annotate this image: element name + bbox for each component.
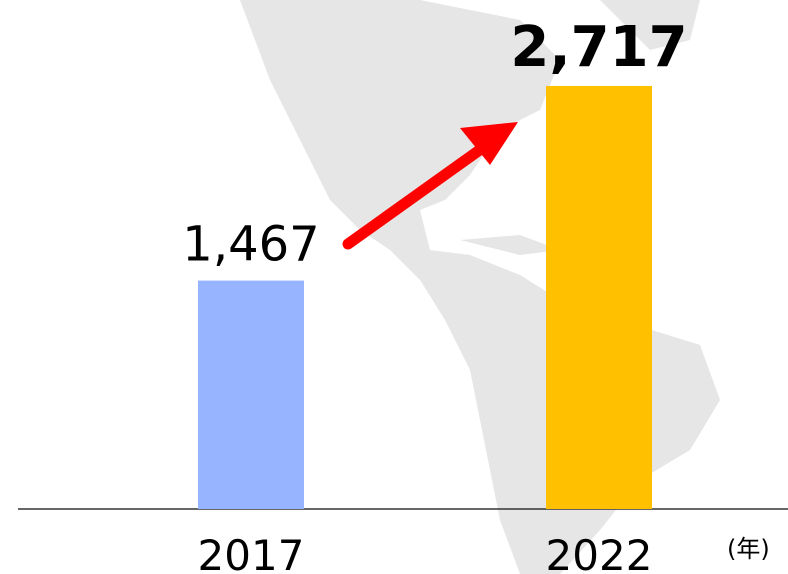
- x-axis-label: (年): [727, 535, 770, 563]
- map-greenland: [600, 0, 700, 50]
- arrow-head: [460, 122, 518, 165]
- bar: [198, 280, 304, 509]
- value-label: 2,717: [510, 15, 687, 80]
- map-caribbean: [460, 235, 560, 255]
- bar: [546, 85, 652, 509]
- arrow-shaft: [342, 133, 501, 250]
- growth-arrow: [342, 122, 518, 250]
- x-tick-label: 2022: [546, 531, 653, 574]
- value-label: 1,467: [182, 217, 319, 273]
- x-tick-label: 2017: [198, 531, 305, 574]
